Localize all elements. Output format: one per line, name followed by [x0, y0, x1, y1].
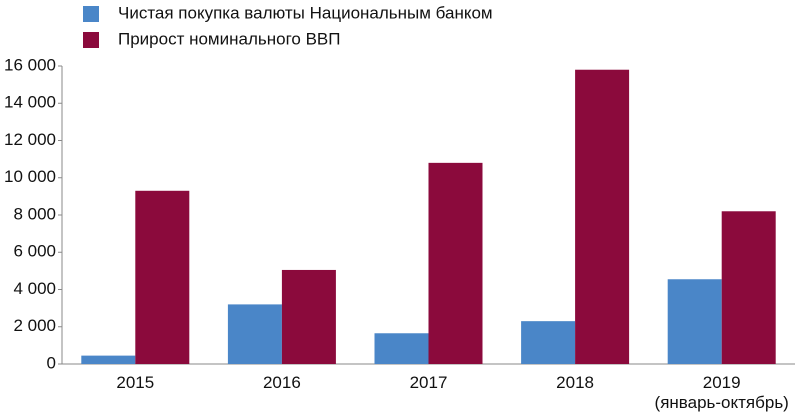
- bar: [575, 69, 630, 364]
- y-tick-label: 16 000: [4, 55, 56, 74]
- x-tick-label: 2016: [262, 373, 301, 392]
- legend-label: Прирост номинального ВВП: [118, 29, 340, 48]
- x-tick-label: 2015: [116, 373, 155, 392]
- y-tick-label: 6 000: [13, 242, 56, 261]
- bar: [721, 211, 776, 364]
- legend-swatch: [83, 32, 99, 48]
- x-tick-label: 2018: [556, 373, 594, 392]
- y-tick-label: 10 000: [4, 167, 56, 186]
- x-tick-label: 2019 (январь-октябрь): [654, 373, 789, 412]
- x-tick-label: 2017: [409, 373, 448, 392]
- bar: [281, 269, 336, 364]
- y-tick-label: 4 000: [13, 279, 56, 298]
- bar: [135, 190, 190, 364]
- bar: [428, 162, 483, 364]
- bar: [521, 321, 576, 364]
- bar: [81, 355, 136, 364]
- y-tick-label: 2 000: [13, 316, 56, 335]
- bar: [374, 333, 429, 364]
- y-tick-label: 8 000: [13, 204, 56, 223]
- legend-swatch: [83, 6, 99, 22]
- legend-label: Чистая покупка валюты Национальным банко…: [118, 3, 493, 22]
- y-tick-label: 12 000: [4, 130, 56, 149]
- bar: [227, 304, 282, 364]
- bar: [667, 279, 722, 364]
- y-tick-label: 14 000: [4, 93, 56, 112]
- y-tick-label: 0: [47, 353, 56, 372]
